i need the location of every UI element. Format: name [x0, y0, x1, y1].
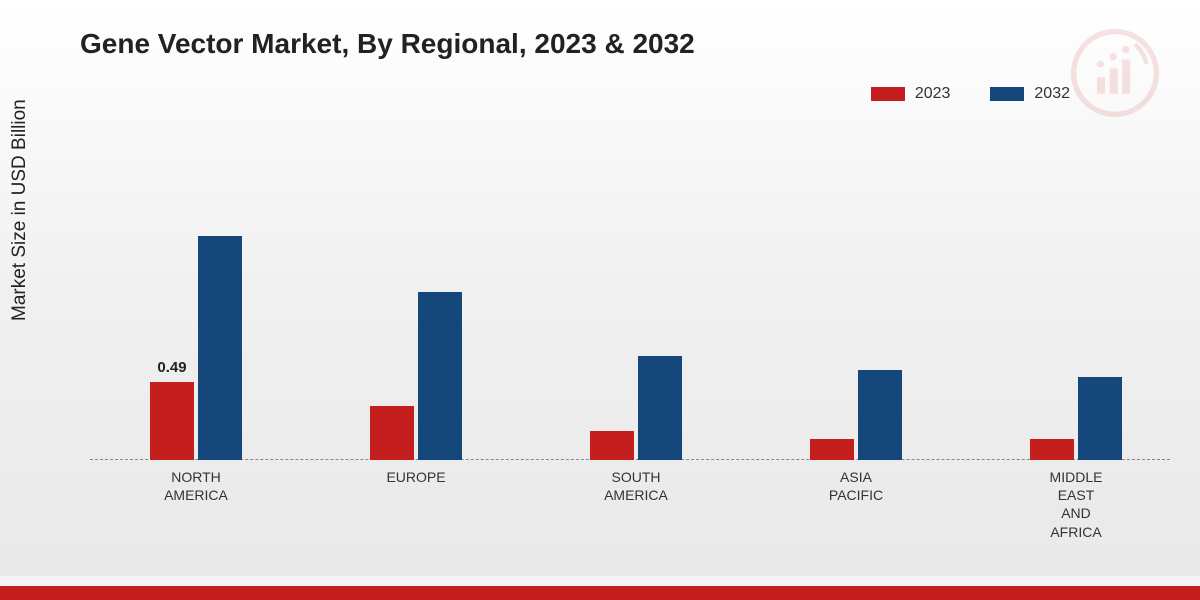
x-axis-label: MIDDLEEASTANDAFRICA [1016, 468, 1136, 541]
x-axis-labels: NORTHAMERICA EUROPE SOUTHAMERICA ASIAPACIFI… [90, 468, 1170, 548]
chart-title: Gene Vector Market, By Regional, 2023 & … [80, 28, 695, 60]
bar-2023 [370, 406, 414, 460]
legend-item-2032: 2032 [990, 85, 1070, 103]
bar-2023 [150, 382, 194, 460]
footer-top-strip [0, 576, 1200, 586]
x-axis-label: NORTHAMERICA [136, 468, 256, 504]
chart-area: 0.49 [90, 150, 1170, 460]
bar-2032 [418, 292, 462, 460]
x-axis-label: ASIAPACIFIC [796, 468, 916, 504]
data-label: 0.49 [142, 359, 202, 376]
bar-group [150, 236, 242, 460]
bar-group [1030, 377, 1122, 460]
legend-item-2023: 2023 [871, 85, 951, 103]
bar-2032 [638, 356, 682, 460]
bar-group [370, 292, 462, 460]
bar-2032 [858, 370, 902, 460]
legend-swatch-2023 [871, 87, 905, 101]
bar-2023 [810, 439, 854, 460]
y-axis-label: Market Size in USD Billion [9, 99, 31, 321]
legend: 2023 2032 [871, 85, 1070, 103]
bar-group [590, 356, 682, 460]
x-axis-label: EUROPE [356, 468, 476, 486]
bar-2023 [590, 431, 634, 460]
bar-2023 [1030, 439, 1074, 460]
x-axis-label: SOUTHAMERICA [576, 468, 696, 504]
bar-2032 [198, 236, 242, 460]
legend-swatch-2032 [990, 87, 1024, 101]
legend-label-2023: 2023 [915, 85, 951, 103]
footer-bar [0, 586, 1200, 600]
bar-2032 [1078, 377, 1122, 460]
bar-group [810, 370, 902, 460]
legend-label-2032: 2032 [1034, 85, 1070, 103]
watermark-logo [1070, 28, 1160, 118]
